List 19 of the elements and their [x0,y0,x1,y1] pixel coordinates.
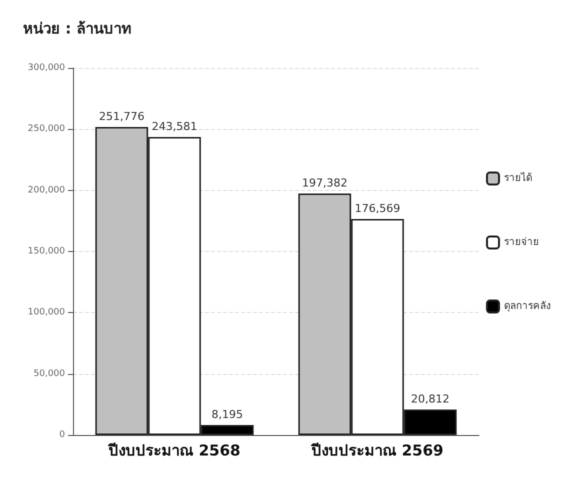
y-tick-label: 150,000 [28,246,66,256]
legend-label: รายจ่าย [504,237,539,248]
y-tick-label: 0 [59,430,66,440]
legend-label: ดุลการคลัง [504,301,551,312]
y-tick-label: 50,000 [34,368,66,379]
y-tick-label: 200,000 [28,185,66,196]
data-label: 243,581 [152,120,198,134]
y-tick-label: 100,000 [28,308,66,318]
y-tick-label: 300,000 [28,63,66,73]
data-label: 197,382 [302,176,348,190]
data-label: 251,776 [98,110,144,123]
y-tick-label: 250,000 [28,124,66,134]
x-tick-label: ปีงบประมาณ 2568 [108,442,240,460]
chart-title: หน่วย : ล้านบาท [23,20,132,38]
data-label: 8,195 [212,408,244,421]
data-label: 20,812 [411,392,450,406]
legend-label: รายได้ [504,172,532,184]
data-label: 176,569 [354,202,400,215]
x-tick-label: ปีงบประมาณ 2569 [310,442,444,460]
